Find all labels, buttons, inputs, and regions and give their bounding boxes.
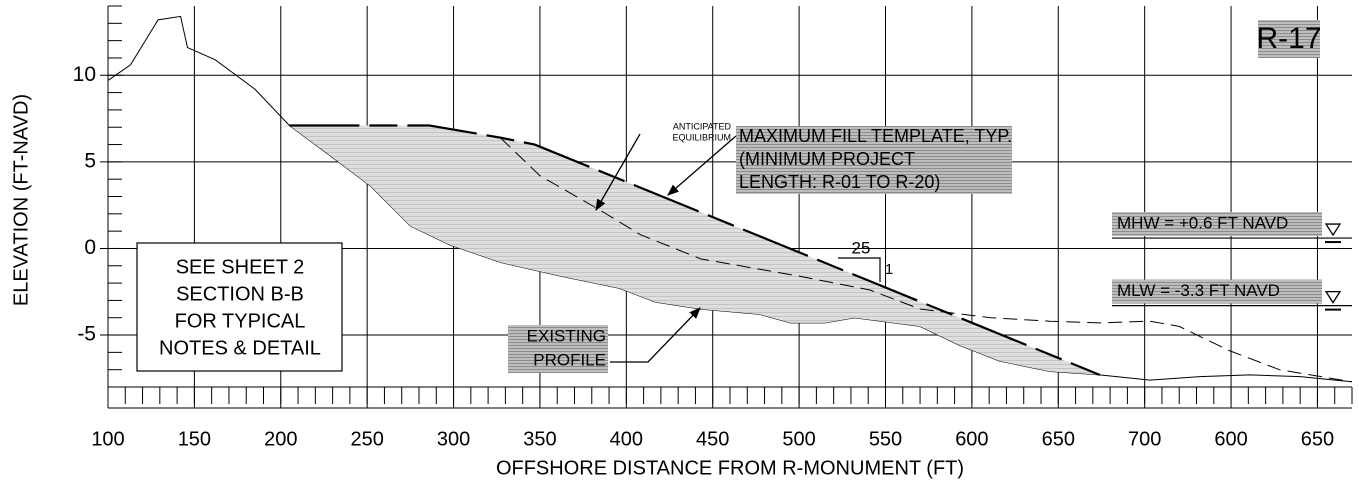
x-tick-label: 600	[1214, 428, 1247, 450]
x-tick-label: 550	[869, 428, 902, 450]
x-tick-label: 450	[696, 428, 729, 450]
template-label-bg	[736, 126, 1012, 194]
tide-label: MHW = +0.6 FT NAVD	[1117, 214, 1288, 233]
slope-run: 25	[852, 238, 871, 257]
existing-label: EXISTING	[527, 326, 606, 345]
note-box	[136, 242, 343, 372]
annotations: MHW = +0.6 FT NAVD MLW = -3.3 FT NAVD R-17…	[136, 20, 1352, 373]
fill-area	[289, 125, 1100, 375]
x-tick-label: 500	[782, 428, 815, 450]
note-text: SECTION B-B	[176, 283, 304, 305]
x-tick-label: 100	[91, 428, 124, 450]
x-tick-label: 150	[178, 428, 211, 450]
y-tick-label: 10	[73, 63, 96, 86]
tide-label: MLW = -3.3 FT NAVD	[1117, 281, 1280, 300]
equilibrium-leader	[595, 133, 641, 212]
x-tick-label: 650	[1042, 428, 1075, 450]
template-label: MAXIMUM FILL TEMPLATE, TYP.	[739, 126, 1012, 146]
equilibrium-label: ANTICIPATED	[673, 121, 732, 131]
existing-label: PROFILE	[533, 350, 606, 369]
existing-label-bg	[508, 325, 608, 373]
tide-symbol	[1324, 290, 1342, 304]
tide-symbol	[1324, 223, 1342, 237]
x-tick-label: 250	[350, 428, 383, 450]
y-tick-label: 5	[84, 149, 96, 172]
y-tick-label: -5	[77, 323, 96, 346]
equilibrium-label: EQUILIBRIUM	[672, 132, 731, 142]
x-tick-label: 600	[955, 428, 988, 450]
existing-leader	[610, 307, 701, 363]
y-tick-label: 0	[84, 236, 96, 259]
section-label: R-17	[1256, 22, 1321, 55]
plot	[107, 15, 1353, 383]
template-label: (MINIMUM PROJECT	[739, 149, 915, 169]
note-text: FOR TYPICAL	[175, 310, 306, 332]
note-text: NOTES & DETAIL	[159, 337, 321, 359]
tide-label-bg	[1112, 212, 1322, 237]
note-text: SEE SHEET 2	[176, 256, 305, 278]
x-tick-label: 300	[437, 428, 470, 450]
x-axis-title: OFFSHORE DISTANCE FROM R-MONUMENT (FT)	[496, 457, 964, 479]
template-leader	[667, 135, 737, 196]
x-tick-label: 650	[1301, 428, 1334, 450]
slope-symbol	[838, 257, 881, 282]
section-label-bg	[1258, 20, 1320, 58]
template-label: LENGTH: R-01 TO R-20)	[739, 172, 940, 192]
slope-rise: 1	[885, 261, 893, 278]
x-tick-label: 400	[610, 428, 643, 450]
x-tick-label: 350	[523, 428, 556, 450]
y-axis-title: ELEVATION (FT-NAVD)	[10, 94, 32, 306]
x-tick-label: 200	[264, 428, 297, 450]
profile-line	[499, 137, 1353, 383]
tide-label-bg	[1112, 279, 1322, 304]
x-tick-label: 700	[1128, 428, 1161, 450]
